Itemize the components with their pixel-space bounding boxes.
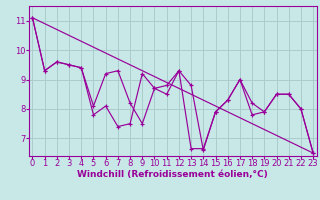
X-axis label: Windchill (Refroidissement éolien,°C): Windchill (Refroidissement éolien,°C)	[77, 170, 268, 179]
